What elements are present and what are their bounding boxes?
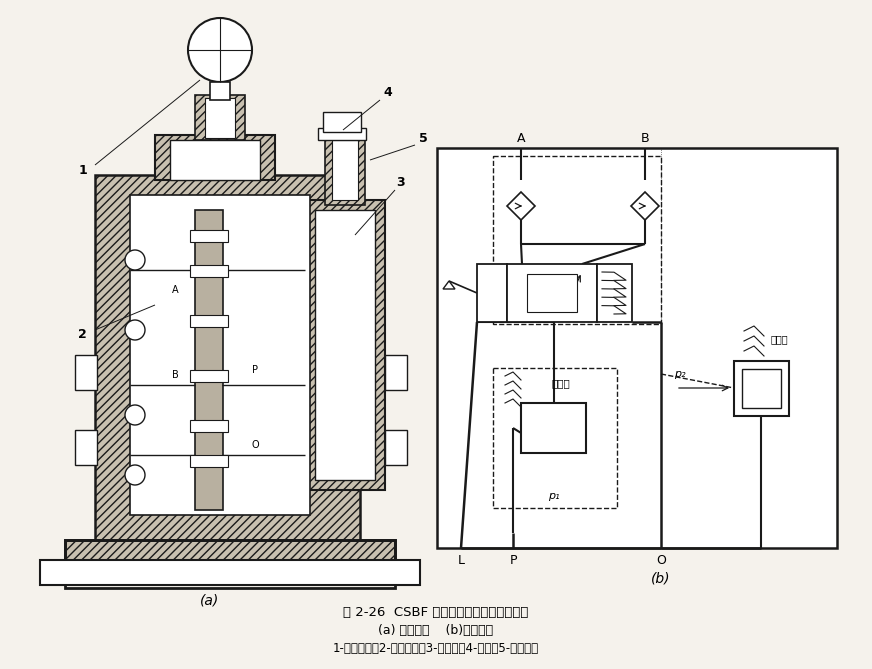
Bar — [210, 82, 230, 100]
Bar — [170, 140, 260, 180]
Bar — [305, 200, 385, 490]
Bar — [130, 195, 310, 515]
Text: (a): (a) — [201, 593, 220, 607]
Bar — [65, 540, 395, 588]
Bar — [190, 265, 228, 277]
Text: P: P — [509, 553, 517, 567]
Bar — [75, 355, 97, 390]
Bar — [195, 210, 223, 510]
Bar — [325, 135, 365, 205]
Text: (b): (b) — [651, 571, 671, 585]
Text: B: B — [172, 370, 179, 380]
Text: 溢流阀: 溢流阀 — [771, 334, 788, 344]
Text: 分流阀: 分流阀 — [552, 378, 570, 388]
Bar — [507, 264, 597, 322]
Text: 图 2-26  CSBF 手动比例复合阀结构与符号: 图 2-26 CSBF 手动比例复合阀结构与符号 — [344, 607, 528, 619]
Bar — [742, 369, 781, 408]
Bar — [190, 315, 228, 327]
Text: 4: 4 — [384, 86, 392, 100]
Bar — [493, 368, 617, 508]
Text: 5: 5 — [419, 132, 427, 145]
Text: 1-操纵手柄；2-主阀阀芯；3-分流阀；4-弹簧；5-调节螺钉: 1-操纵手柄；2-主阀阀芯；3-分流阀；4-弹簧；5-调节螺钉 — [333, 642, 539, 654]
Text: A: A — [517, 132, 525, 145]
Bar — [50, 565, 410, 583]
Bar — [65, 540, 395, 570]
Bar — [437, 148, 837, 548]
Bar — [205, 98, 235, 138]
Bar — [734, 361, 789, 416]
Bar — [493, 156, 661, 324]
Text: O: O — [251, 440, 259, 450]
Text: p₁: p₁ — [548, 491, 559, 501]
Circle shape — [188, 18, 252, 82]
Text: P: P — [252, 365, 258, 375]
Bar — [477, 264, 507, 322]
Circle shape — [125, 320, 145, 340]
Bar — [315, 210, 375, 480]
Circle shape — [125, 250, 145, 270]
Bar — [385, 355, 407, 390]
Bar — [95, 175, 360, 545]
Text: p₂: p₂ — [674, 369, 685, 379]
Bar — [527, 274, 577, 312]
Bar — [155, 135, 275, 180]
Bar — [597, 264, 632, 322]
Text: 3: 3 — [396, 177, 405, 189]
Text: 2: 2 — [78, 328, 86, 341]
Polygon shape — [631, 192, 659, 220]
Bar — [195, 95, 245, 140]
Circle shape — [125, 405, 145, 425]
Bar — [190, 370, 228, 382]
Text: A: A — [172, 285, 178, 295]
Bar — [75, 430, 97, 465]
Bar — [332, 140, 358, 200]
Bar — [190, 455, 228, 467]
Text: O: O — [656, 553, 666, 567]
Bar — [323, 112, 361, 132]
Text: B: B — [641, 132, 650, 145]
Bar — [130, 195, 310, 515]
Bar — [318, 128, 366, 140]
Bar — [95, 175, 360, 545]
Text: (a) 工作原理    (b)机能符号: (a) 工作原理 (b)机能符号 — [378, 624, 494, 636]
Bar — [190, 420, 228, 432]
Bar — [40, 560, 420, 585]
Bar — [521, 403, 586, 453]
Polygon shape — [443, 281, 455, 289]
Bar — [385, 430, 407, 465]
Polygon shape — [507, 192, 535, 220]
Circle shape — [125, 465, 145, 485]
Text: 1: 1 — [78, 163, 87, 177]
Bar — [190, 230, 228, 242]
Text: L: L — [458, 553, 465, 567]
